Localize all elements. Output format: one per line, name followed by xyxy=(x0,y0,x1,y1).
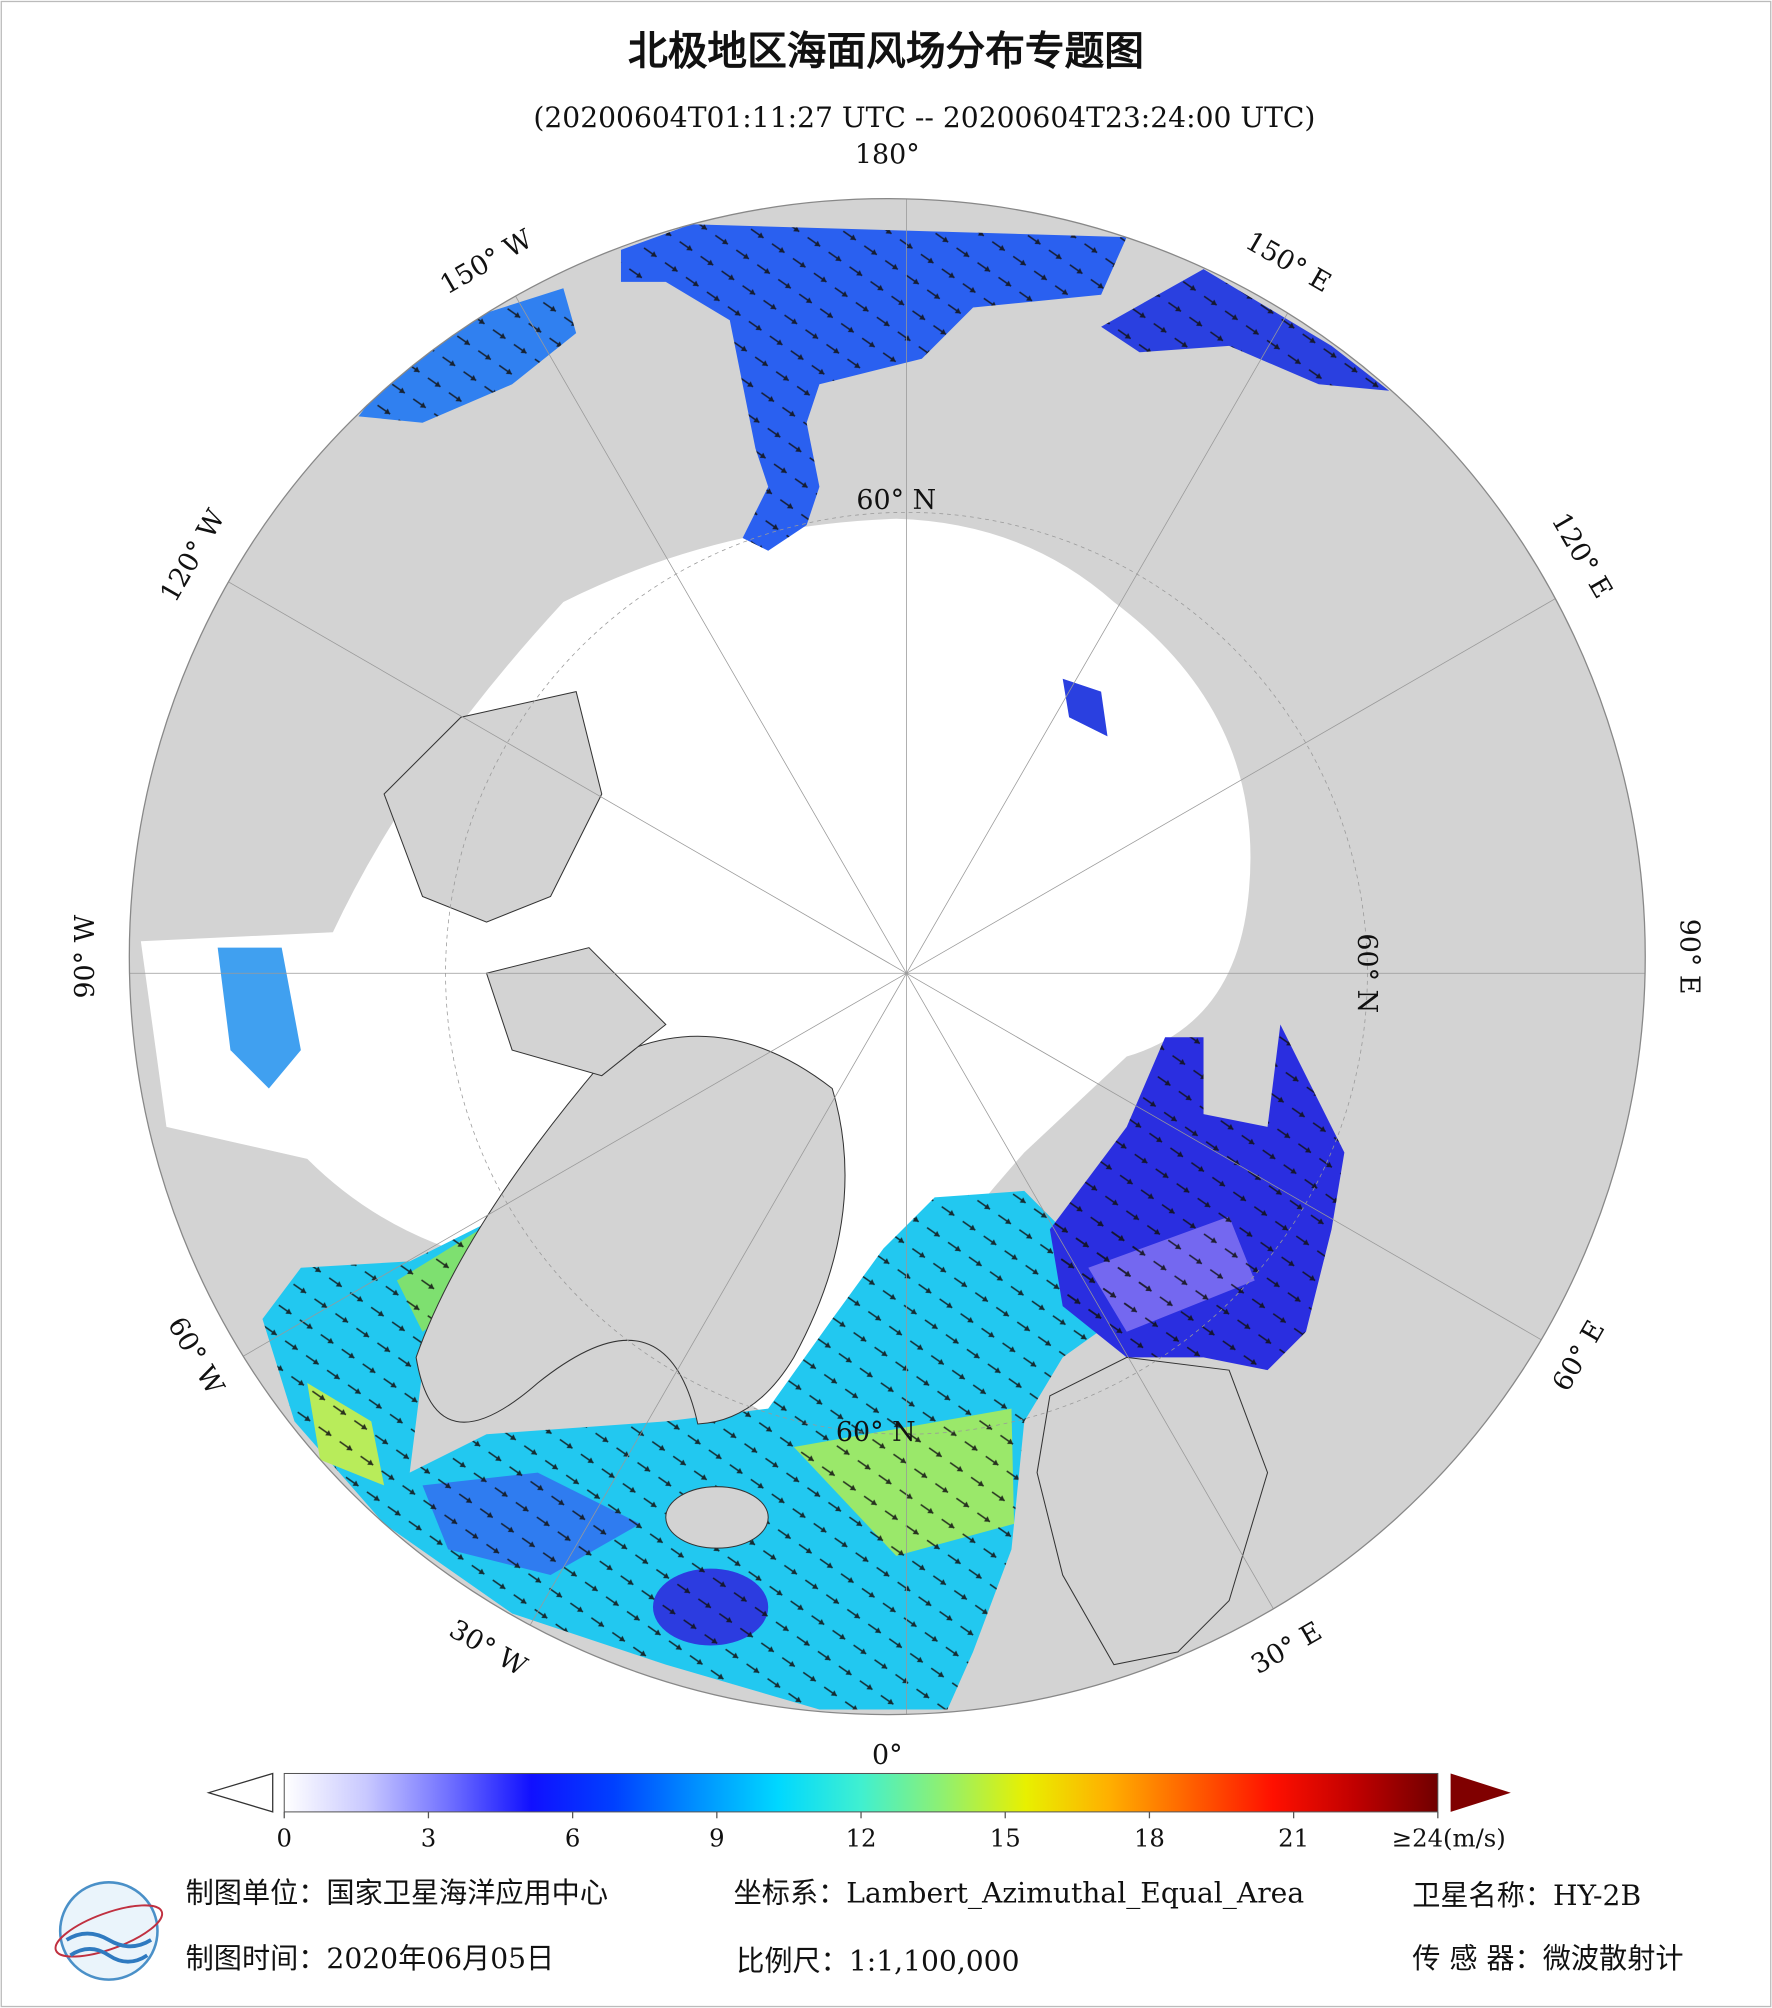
colorbar-bar xyxy=(283,1772,1439,1813)
colorbar-tick-label: 9 xyxy=(709,1824,724,1853)
subtitle: (20200604T01:11:27 UTC -- 20200604T23:24… xyxy=(533,101,1315,134)
colorbar-tick-label: 6 xyxy=(565,1824,580,1853)
meridian xyxy=(130,972,907,1422)
latitude-label: 60° N xyxy=(1351,933,1382,1013)
colorbar-tick-label: 15 xyxy=(990,1824,1021,1853)
date: 制图时间：2020年06月05日 xyxy=(186,1942,555,1975)
colorbar-tick-label: 12 xyxy=(846,1824,877,1853)
sea-ice xyxy=(140,518,1251,1417)
scandinavia xyxy=(1036,1356,1269,1666)
colorbar-over xyxy=(1450,1773,1511,1812)
meridian xyxy=(906,198,1355,974)
colorbar-tick-label: 0 xyxy=(277,1824,292,1853)
satellite: 卫星名称：HY-2B xyxy=(1412,1879,1641,1912)
longitude-label: 90° W xyxy=(70,914,101,998)
archipelago xyxy=(383,690,667,1077)
longitude-label: 180° xyxy=(855,139,920,170)
map-border xyxy=(128,198,1646,1716)
colorbar: 0 3 6 9 12 15 18 21 ≥24(m/s) xyxy=(206,1772,1511,1853)
colorbar-tick-label: ≥24(m/s) xyxy=(1392,1824,1506,1853)
colorbar-tick-label: 3 xyxy=(421,1824,436,1853)
projection: 坐标系：Lambert_Azimuthal_Equal_Area xyxy=(734,1877,1304,1910)
greenland xyxy=(415,1035,846,1425)
iceland xyxy=(665,1486,769,1549)
wind-field xyxy=(217,947,301,1089)
longitude-label: 90° E xyxy=(1673,919,1704,995)
meridian xyxy=(130,524,907,974)
title: 北极地区海面风场分布专题图 xyxy=(628,28,1144,74)
colorbar-under xyxy=(206,1772,274,1813)
sensor: 传 感 器：微波散射计 xyxy=(1412,1942,1683,1975)
meridian xyxy=(458,198,907,974)
colorbar-tick-label: 21 xyxy=(1278,1824,1309,1853)
longitude-label: 0° xyxy=(872,1740,903,1771)
map xyxy=(129,198,1646,1715)
meridian xyxy=(458,973,907,1715)
logo xyxy=(54,1881,164,1981)
producer: 制图单位：国家卫星海洋应用中心 xyxy=(186,1877,608,1910)
latitude-label: 60° N xyxy=(856,485,936,516)
wind-field xyxy=(1062,678,1108,737)
meridian xyxy=(906,524,1646,974)
colorbar-tick-label: 18 xyxy=(1134,1824,1165,1853)
graticule xyxy=(129,198,1646,1715)
latitude-label: 60° N xyxy=(836,1417,916,1448)
scale: 比例尺：1:1,100,000 xyxy=(736,1944,1019,1977)
